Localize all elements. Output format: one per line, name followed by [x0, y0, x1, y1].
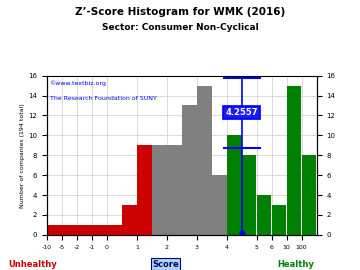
Text: Unhealthy: Unhealthy [8, 260, 57, 269]
Bar [152, 145, 167, 235]
Bar [287, 86, 301, 235]
Text: Sector: Consumer Non-Cyclical: Sector: Consumer Non-Cyclical [102, 23, 258, 32]
Text: Score: Score [152, 260, 179, 269]
Bar [182, 106, 197, 235]
Bar [272, 205, 287, 235]
Bar [77, 225, 92, 235]
Bar [227, 135, 242, 235]
Text: Z’-Score Histogram for WMK (2016): Z’-Score Histogram for WMK (2016) [75, 7, 285, 17]
Bar [62, 225, 77, 235]
Text: Healthy: Healthy [277, 260, 314, 269]
Bar [107, 225, 122, 235]
Bar [122, 205, 137, 235]
Text: 4.2557: 4.2557 [225, 108, 258, 117]
Bar [92, 225, 107, 235]
Bar [257, 195, 271, 235]
Bar [47, 225, 62, 235]
Bar [167, 145, 182, 235]
Text: ©www.textbiz.org: ©www.textbiz.org [50, 80, 106, 86]
Bar [242, 155, 256, 235]
Text: The Research Foundation of SUNY: The Research Foundation of SUNY [50, 96, 156, 101]
Bar [137, 145, 152, 235]
Y-axis label: Number of companies (194 total): Number of companies (194 total) [20, 103, 25, 208]
Bar [212, 175, 226, 235]
Bar [197, 86, 212, 235]
Bar [302, 155, 316, 235]
